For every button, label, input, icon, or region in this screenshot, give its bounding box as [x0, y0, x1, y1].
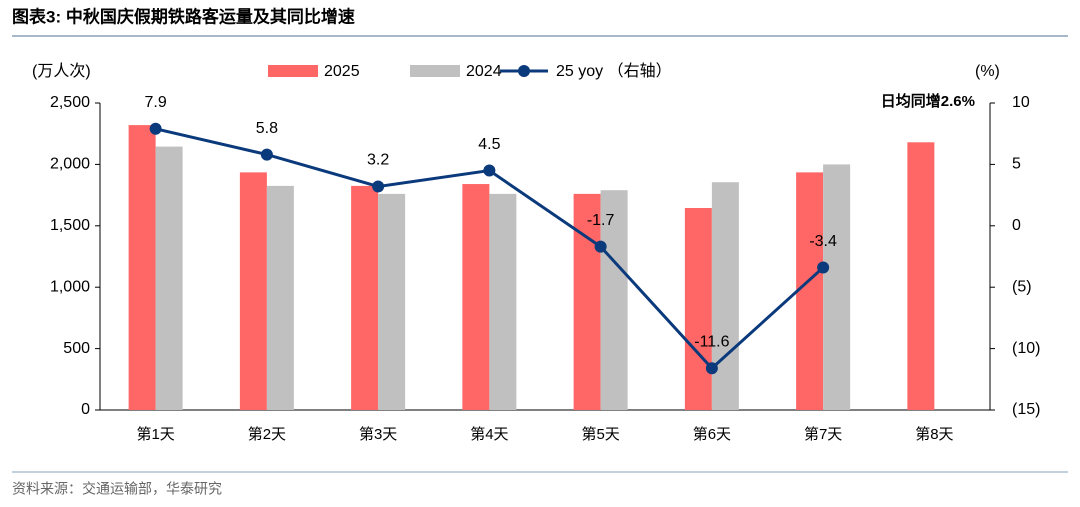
line-marker: [149, 122, 162, 135]
legend-swatch: [268, 65, 318, 77]
data-label: 5.8: [256, 120, 278, 137]
y-tick-label: 1,500: [50, 217, 90, 234]
bar: [128, 125, 156, 410]
line-marker: [817, 261, 830, 274]
y-tick-label: 1,000: [50, 278, 90, 295]
annotation: 日均同增2.6%: [881, 92, 975, 110]
bar: [266, 185, 294, 410]
legend-swatch: [410, 65, 460, 77]
bar: [684, 207, 712, 410]
legend-swatch: [518, 65, 530, 77]
data-label: 7.9: [145, 94, 167, 111]
y-axis-label: (万人次): [32, 62, 91, 80]
x-tick-label: 第7天: [804, 425, 842, 443]
data-label: -1.7: [587, 212, 615, 229]
bar: [155, 146, 183, 410]
x-tick-label: 第8天: [915, 425, 953, 443]
x-tick-label: 第2天: [248, 425, 286, 443]
y2-tick-label: 0: [1012, 217, 1021, 234]
y2-axis-label: (%): [975, 63, 1000, 80]
y-tick-label: 2,500: [50, 94, 90, 111]
line-marker: [594, 240, 607, 253]
bar: [823, 164, 851, 410]
bar: [489, 193, 517, 410]
x-tick-label: 第4天: [470, 425, 508, 443]
bar: [351, 185, 379, 410]
bar: [711, 182, 739, 410]
chart-title: 图表3: 中秋国庆假期铁路客运量及其同比增速: [12, 6, 355, 26]
x-tick-label: 第3天: [359, 425, 397, 443]
y-tick-label: 500: [63, 340, 90, 357]
data-label: 4.5: [478, 136, 500, 153]
bar: [600, 190, 628, 410]
bar: [239, 172, 267, 410]
y2-tick-label: 10: [1012, 94, 1030, 111]
data-label: -11.6: [694, 333, 729, 350]
x-tick-label: 第6天: [693, 425, 731, 443]
legend-label: 2024: [466, 63, 502, 80]
bar: [462, 184, 490, 410]
line-marker: [483, 164, 496, 177]
x-tick-label: 第5天: [581, 425, 619, 443]
source: 资料来源：交通运输部，华泰研究: [12, 481, 222, 497]
line-marker: [260, 148, 273, 161]
line-marker: [372, 180, 385, 193]
y2-tick-label: 5: [1012, 156, 1021, 173]
bar: [796, 172, 824, 410]
data-label: 3.2: [367, 152, 389, 169]
y-tick-label: 0: [81, 401, 90, 418]
x-tick-label: 第1天: [136, 425, 174, 443]
legend-label: 2025: [324, 63, 360, 80]
y-tick-label: 2,000: [50, 156, 90, 173]
y2-tick-label: (10): [1012, 340, 1040, 357]
data-label: -3.4: [809, 233, 837, 250]
y2-tick-label: (5): [1012, 278, 1032, 295]
bar: [378, 193, 406, 410]
legend-label: 25 yoy （右轴）: [556, 62, 672, 80]
y2-tick-label: (15): [1012, 401, 1040, 418]
line-marker: [705, 362, 718, 375]
bar: [907, 142, 935, 410]
